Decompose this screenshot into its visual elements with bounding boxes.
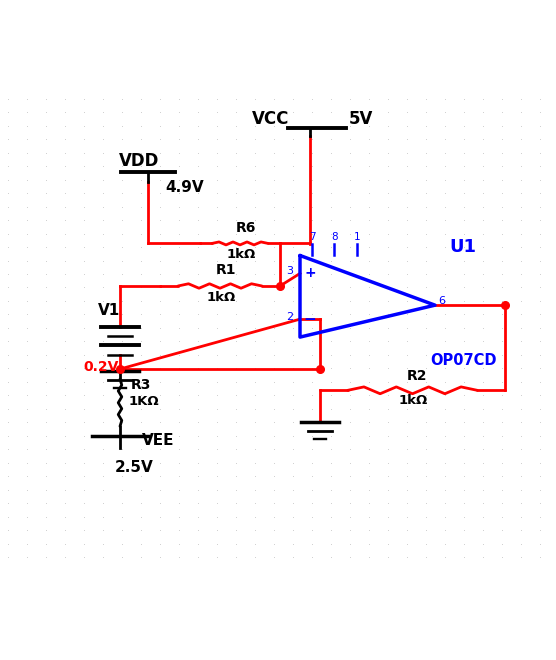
Text: 1KΩ: 1KΩ — [128, 395, 159, 408]
Text: U1: U1 — [449, 238, 476, 255]
Text: +: + — [304, 267, 316, 280]
Text: 1kΩ: 1kΩ — [226, 248, 255, 261]
Text: VDD: VDD — [118, 152, 159, 170]
Text: R6: R6 — [236, 220, 256, 235]
Text: −: − — [304, 312, 316, 327]
Text: 1kΩ: 1kΩ — [399, 395, 428, 407]
Text: R1: R1 — [216, 263, 236, 277]
Text: 0.2V: 0.2V — [84, 360, 119, 374]
Text: 5V: 5V — [349, 110, 373, 128]
Text: V1: V1 — [98, 303, 120, 318]
Text: 1: 1 — [354, 232, 360, 242]
Text: R3: R3 — [131, 378, 151, 391]
Text: 1kΩ: 1kΩ — [206, 291, 235, 304]
Text: 2: 2 — [286, 312, 294, 322]
Text: 6: 6 — [438, 296, 445, 306]
Text: 8: 8 — [331, 232, 338, 242]
Text: OP07CD: OP07CD — [430, 354, 497, 368]
Text: VEE: VEE — [142, 433, 175, 448]
Text: 2.5V: 2.5V — [115, 459, 153, 475]
Text: 4.9V: 4.9V — [166, 180, 205, 195]
Text: R2: R2 — [407, 369, 428, 383]
Text: 3: 3 — [286, 266, 294, 276]
Text: 7: 7 — [309, 232, 316, 242]
Text: VCC: VCC — [252, 110, 289, 128]
